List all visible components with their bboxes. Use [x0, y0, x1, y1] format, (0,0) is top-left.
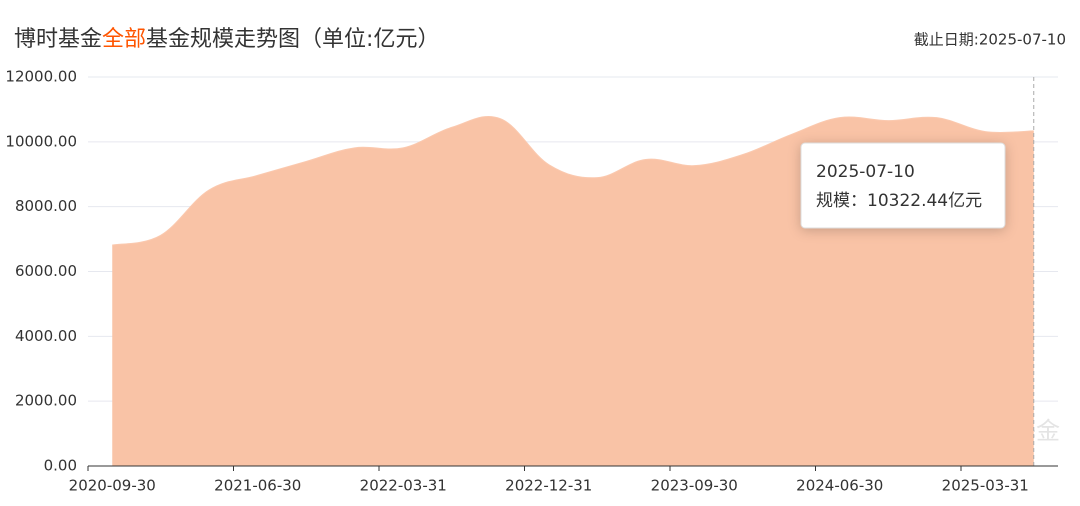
x-tick-label: 2022-12-31 [505, 477, 592, 495]
y-tick-label: 2000.00 [15, 392, 77, 410]
as-of-date: 截止日期:2025-07-10 [914, 31, 1066, 49]
tooltip: 2025-07-10 规模：10322.44亿元 [800, 142, 1006, 229]
x-tick-label: 2024-06-30 [796, 477, 883, 495]
y-tick-label: 12000.00 [5, 68, 77, 86]
y-tick-label: 10000.00 [5, 132, 77, 150]
chart-title: 博时基金全部基金规模走势图（单位:亿元） [14, 27, 439, 52]
x-tick-label: 2025-03-31 [942, 477, 1029, 495]
x-tick-label: 2020-09-30 [69, 477, 156, 495]
title-part: 基金规模走势图（单位:亿元） [146, 27, 439, 52]
tooltip-value: 规模：10322.44亿元 [816, 191, 982, 211]
tooltip-box [800, 142, 1006, 229]
title-part: 全部 [102, 27, 146, 52]
x-tick-label: 2023-09-30 [651, 477, 738, 495]
y-tick-label: 0.00 [44, 457, 77, 475]
y-tick-label: 6000.00 [15, 262, 77, 280]
x-tick-label: 2021-06-30 [214, 477, 301, 495]
y-tick-label: 8000.00 [15, 197, 77, 215]
title-part: 博时基金 [14, 27, 102, 52]
line [112, 115, 1034, 247]
y-tick-label: 4000.00 [15, 327, 77, 345]
x-tick-label: 2022-03-31 [360, 477, 447, 495]
tooltip-date: 2025-07-10 [816, 162, 915, 182]
